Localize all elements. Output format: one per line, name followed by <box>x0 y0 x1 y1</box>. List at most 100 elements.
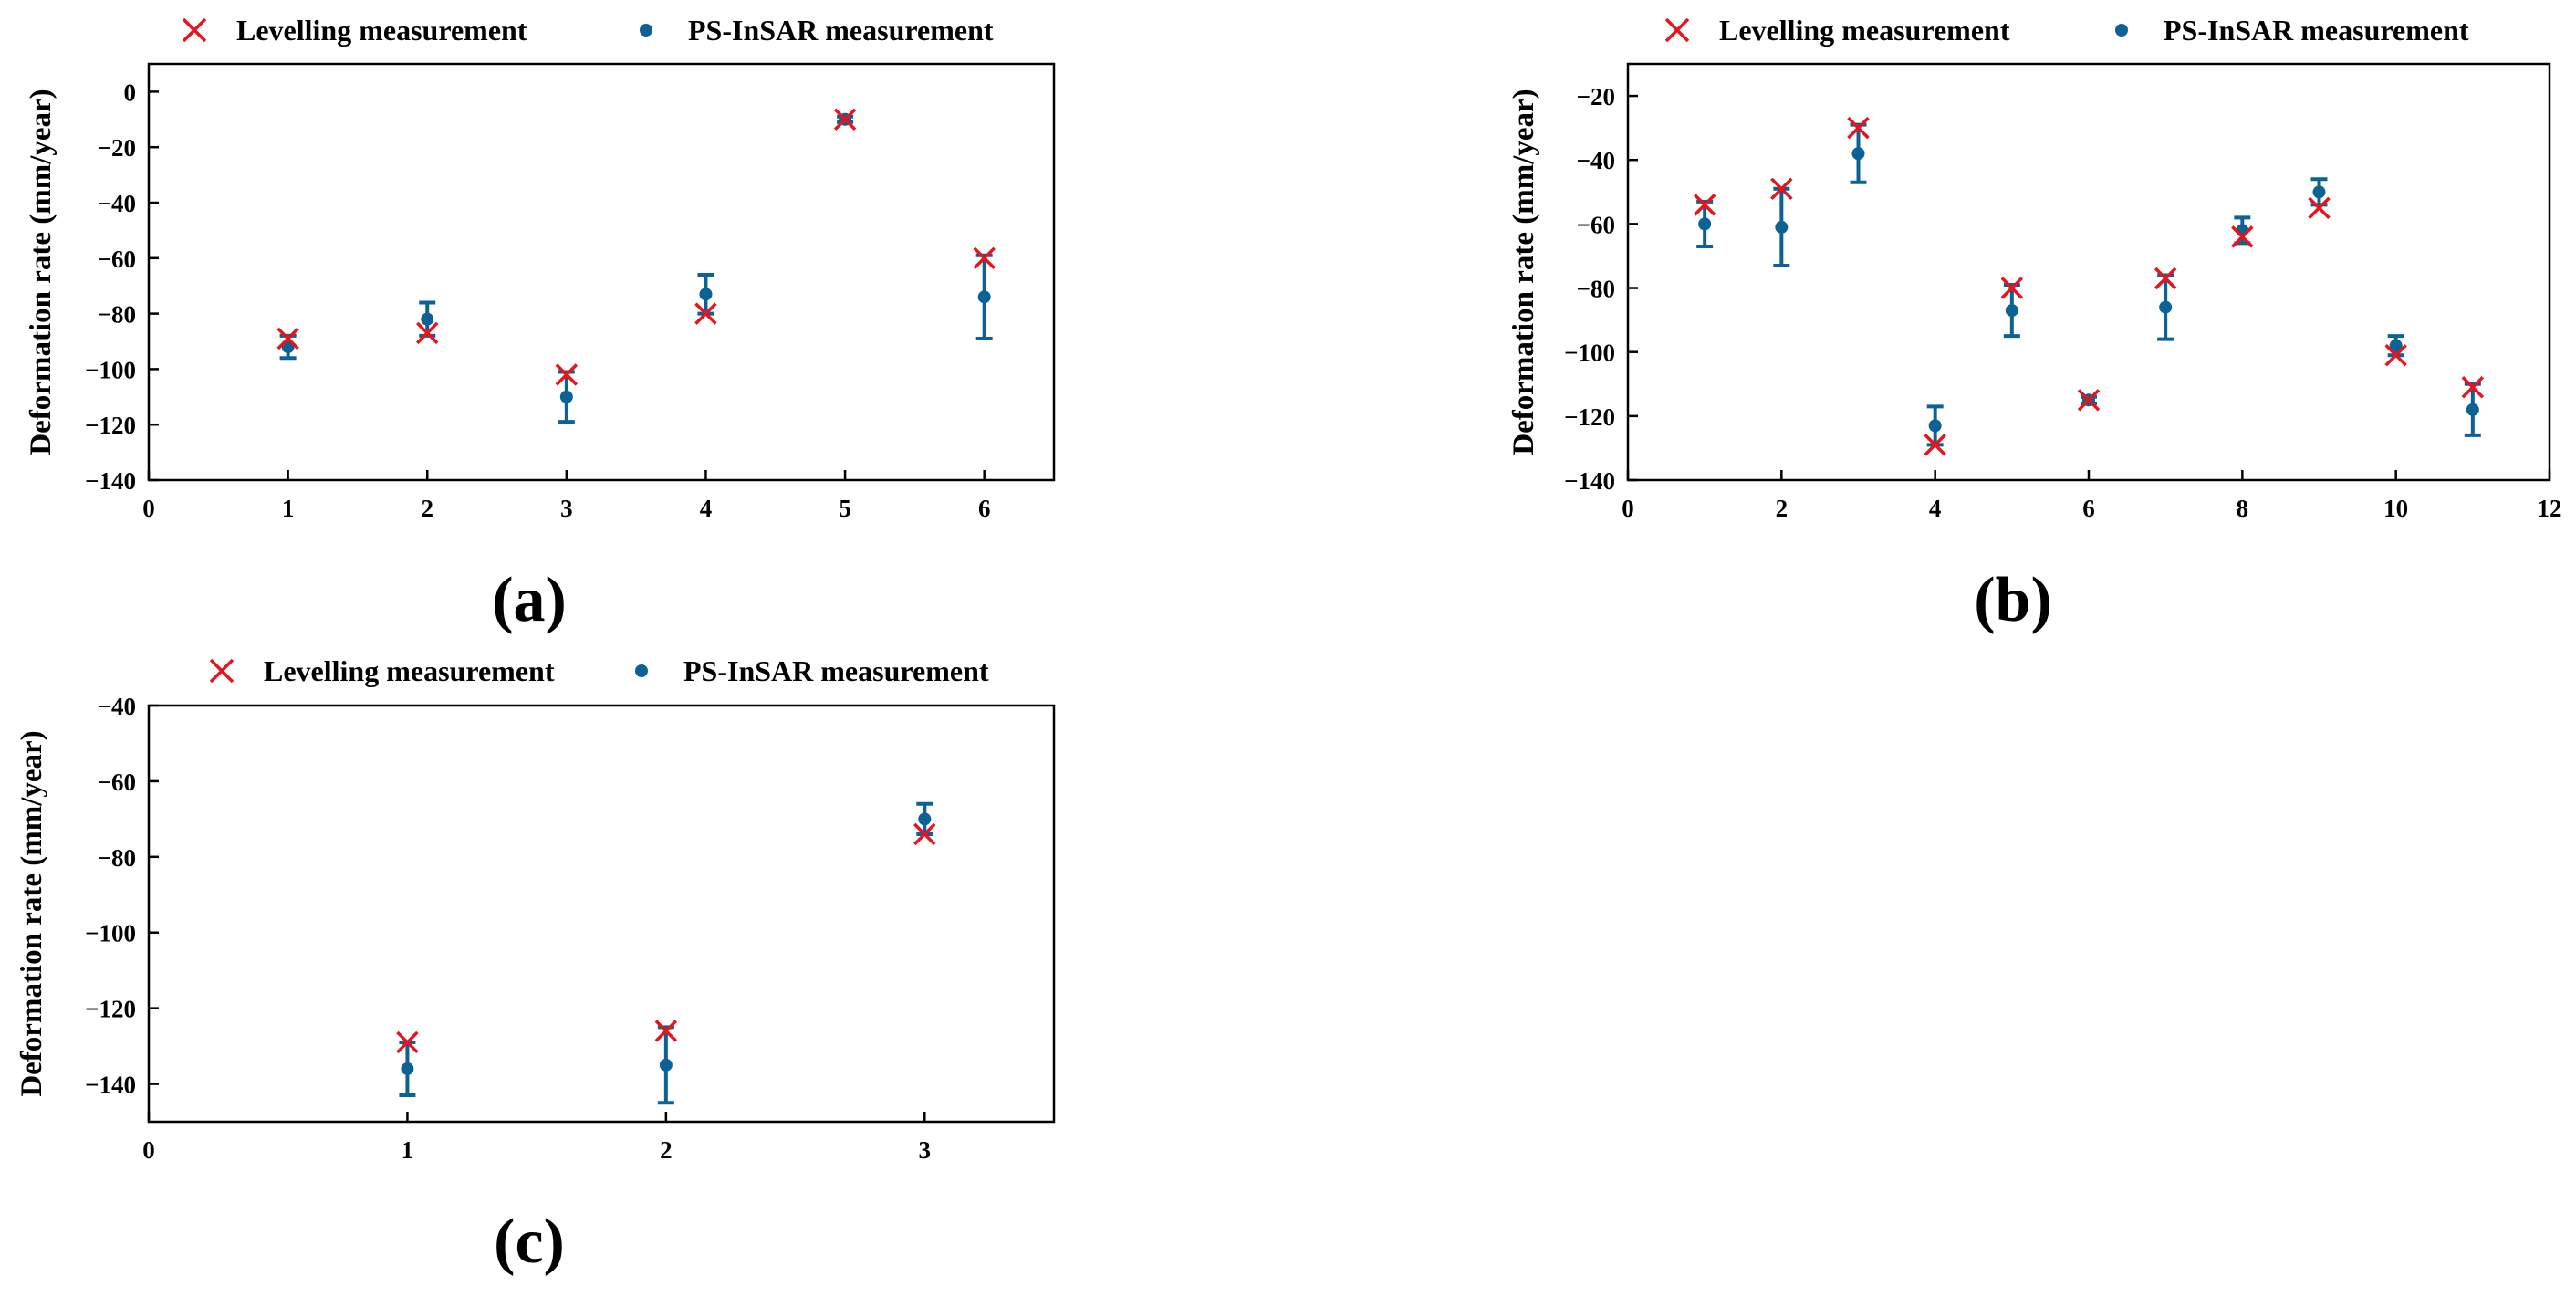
x-tick-label: 5 <box>839 495 851 522</box>
levelling-point <box>1770 177 1793 201</box>
panel-label: (c) <box>494 1207 565 1277</box>
y-tick-label: −100 <box>1564 340 1615 367</box>
insar-point <box>2389 339 2403 352</box>
insar-point <box>1698 217 1712 231</box>
insar-point <box>2312 185 2326 199</box>
y-tick-label: −120 <box>85 412 136 439</box>
insar-point <box>977 290 991 304</box>
legend-insar-label: PS-InSAR measurement <box>683 654 989 687</box>
insar-point <box>1928 419 1942 433</box>
y-tick-label: −140 <box>85 467 136 495</box>
legend-insar-label: PS-InSAR measurement <box>688 14 994 47</box>
legend-levelling-label: Levelling measurement <box>236 14 527 47</box>
insar-point <box>2005 304 2018 318</box>
levelling-point <box>1924 434 1946 456</box>
insar-point <box>659 1058 673 1072</box>
insar-point <box>559 390 573 403</box>
y-tick-label: −140 <box>1564 467 1615 495</box>
x-tick-label: 10 <box>2383 495 2408 522</box>
y-tick-label: 0 <box>124 78 137 106</box>
insar-point <box>918 812 932 826</box>
y-tick-label: −60 <box>98 769 136 796</box>
y-tick-label: −40 <box>98 190 136 217</box>
levelling-point <box>555 363 579 386</box>
y-tick-label: −80 <box>98 844 136 872</box>
insar-point <box>1851 147 1865 161</box>
legend-insar-marker <box>640 24 652 37</box>
legend-levelling-marker <box>209 658 235 684</box>
plot-frame <box>1626 62 2551 482</box>
legend-levelling-label: Levelling measurement <box>264 654 555 687</box>
levelling-point <box>2461 376 2485 399</box>
y-tick-label: −100 <box>85 920 136 947</box>
y-tick-label: −20 <box>98 134 136 162</box>
x-tick-label: 0 <box>142 1136 155 1164</box>
levelling-point <box>2384 343 2407 367</box>
y-axis-title: Deformation rate (mm/year) <box>16 730 48 1096</box>
insar-point <box>2466 403 2479 416</box>
legend-insar-marker <box>2115 24 2128 37</box>
y-axis-title: Deformation rate (mm/year) <box>1507 89 1540 455</box>
levelling-point <box>396 1030 419 1054</box>
levelling-point <box>276 327 299 350</box>
insar-point <box>401 1062 414 1075</box>
y-tick-label: −120 <box>85 996 136 1023</box>
legend-levelling-marker <box>182 17 207 43</box>
levelling-point <box>1847 116 1870 140</box>
y-tick-label: −120 <box>1564 403 1615 431</box>
x-tick-label: 0 <box>1622 495 1634 522</box>
y-axis-title: Deformation rate (mm/year) <box>25 89 57 455</box>
y-tick-label: −80 <box>98 301 136 329</box>
x-tick-label: 3 <box>919 1136 932 1164</box>
y-tick-label: −100 <box>85 356 136 383</box>
legend: Levelling measurement PS-InSAR measuremen… <box>1664 14 2469 47</box>
levelling-point <box>2077 389 2101 412</box>
panel-a: 0 1 2 3 4 5 6 0 −20 −40 −60 −80 −100 −120 −140 Deformat… <box>25 14 1056 635</box>
insar-point <box>699 288 713 301</box>
legend-insar-label: PS-InSAR measurement <box>2164 14 2469 47</box>
x-tick-label: 2 <box>660 1136 673 1164</box>
levelling-point <box>2231 225 2254 248</box>
legend: Levelling measurement PS-InSAR measuremen… <box>182 14 994 47</box>
y-tick-label: −80 <box>1577 276 1615 303</box>
legend-levelling-label: Levelling measurement <box>1719 14 2010 47</box>
levelling-point <box>654 1020 678 1042</box>
legend-levelling-marker <box>1664 17 1690 43</box>
insar-point <box>421 312 434 326</box>
x-tick-label: 1 <box>282 495 295 522</box>
y-tick-label: −60 <box>1577 211 1615 238</box>
levelling-point <box>833 108 857 131</box>
levelling-point <box>2154 267 2177 290</box>
levelling-point <box>2000 277 2024 299</box>
x-tick-label: 3 <box>560 495 573 522</box>
x-tick-label: 1 <box>402 1136 414 1164</box>
panel-c: 0 1 2 3 −40 −60 −80 −100 −120 −140 Deformation rat… <box>16 654 1056 1277</box>
x-tick-label: 8 <box>2237 495 2249 522</box>
levelling-point <box>2308 196 2331 220</box>
x-tick-label: 4 <box>1929 495 1942 522</box>
y-tick-label: −40 <box>1577 147 1615 174</box>
y-tick-label: −140 <box>85 1072 136 1099</box>
y-tick-label: −20 <box>1577 83 1615 110</box>
panel-label: (a) <box>492 565 567 635</box>
x-tick-label: 6 <box>978 495 991 522</box>
y-tick-label: −60 <box>98 246 136 273</box>
levelling-point <box>973 246 996 270</box>
levelling-point <box>694 302 717 325</box>
panel-label: (b) <box>1974 565 2052 635</box>
x-tick-label: 0 <box>142 495 155 522</box>
insar-point <box>1775 220 1789 234</box>
x-tick-label: 2 <box>1776 495 1789 522</box>
legend-insar-marker <box>635 664 648 677</box>
plot-frame <box>147 704 1056 1124</box>
x-tick-label: 12 <box>2538 495 2562 522</box>
x-tick-label: 2 <box>421 495 433 522</box>
insar-point <box>2159 300 2173 314</box>
levelling-point <box>913 822 936 846</box>
plot-frame <box>147 62 1056 482</box>
panel-b: 0 2 4 6 8 10 12 −20 −40 −60 −80 −100 −120 −140 Deforma… <box>1507 14 2562 635</box>
legend: Levelling measurement PS-InSAR measuremen… <box>209 654 989 687</box>
levelling-point <box>1693 194 1716 216</box>
x-tick-label: 6 <box>2082 495 2095 522</box>
